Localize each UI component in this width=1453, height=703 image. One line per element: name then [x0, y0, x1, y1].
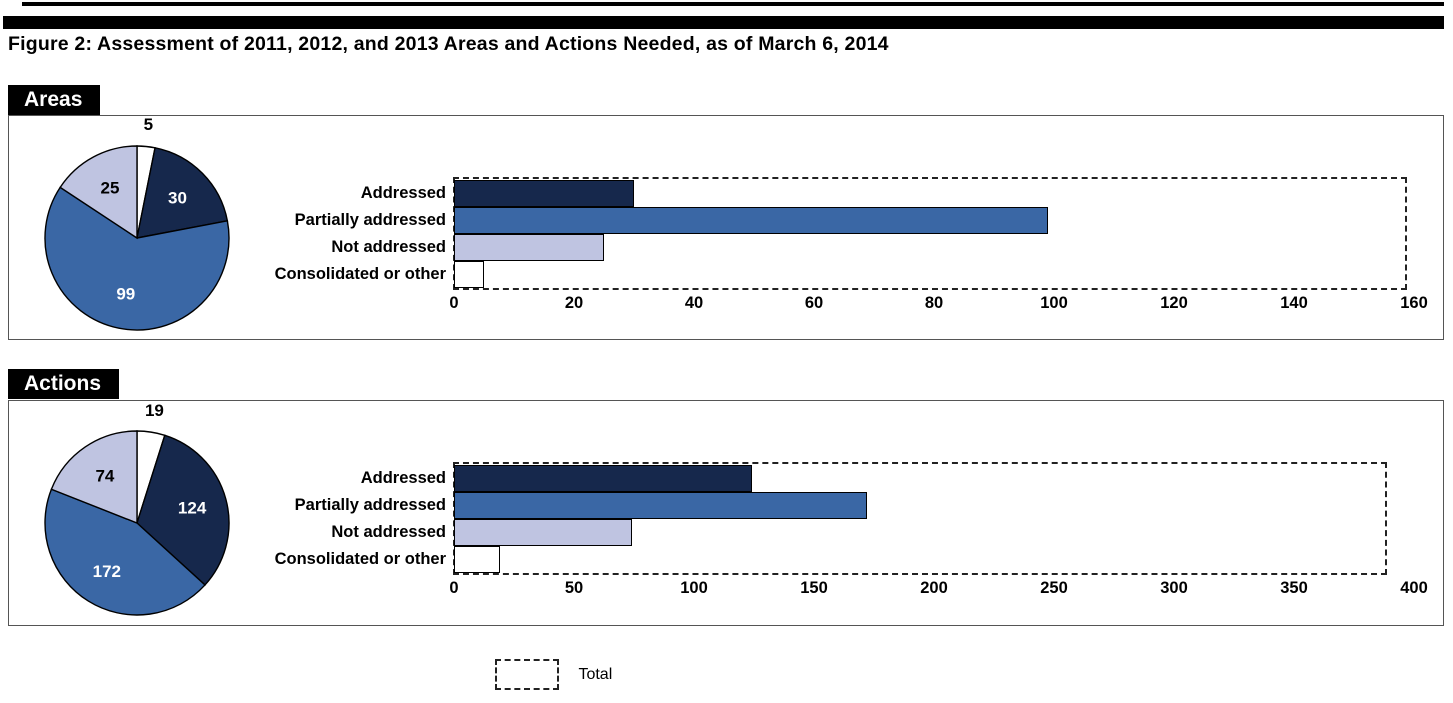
- axis-tick-label: 100: [680, 579, 708, 597]
- total-legend-label: Total: [578, 665, 613, 683]
- pie-value-label: 172: [93, 562, 121, 581]
- axis-tick-label: 80: [924, 294, 944, 312]
- axis-tick-label: 160: [1400, 294, 1428, 312]
- section-tab-actions: Actions: [8, 369, 120, 399]
- figure-title: Figure 2: Assessment of 2011, 2012, and …: [8, 33, 889, 55]
- bar-category-label: Partially addressed: [294, 496, 446, 514]
- pie-value-label: 25: [101, 178, 120, 197]
- axis-tick-label: 0: [449, 294, 459, 312]
- total-legend: Total: [495, 659, 612, 691]
- pie-slice-addressed: [136, 146, 229, 239]
- axis-tick-label: 20: [564, 294, 584, 312]
- pie-value-label: 30: [168, 188, 187, 207]
- pie-value-label: 124: [178, 499, 207, 518]
- bar-category-label: Consolidated or other: [274, 550, 446, 568]
- top-thick-rule: [3, 16, 1444, 29]
- areas-pie-chart: 5 30 99 25: [44, 115, 230, 331]
- axis-tick-label: 140: [1280, 294, 1308, 312]
- axis-tick-label: 300: [1160, 579, 1188, 597]
- axis-tick-label: 350: [1280, 579, 1308, 597]
- actions-chart-panel: Addressed Partially addressed Not addresse…: [8, 400, 1444, 626]
- pie-slice-addressed: [136, 434, 230, 586]
- bar-category-label: Not addressed: [331, 238, 446, 256]
- pie-value-label: 5: [144, 115, 153, 134]
- section-tab-areas: Areas: [8, 85, 101, 115]
- bar-addressed: [454, 180, 634, 207]
- bar-partially-addressed: [454, 492, 867, 519]
- areas-chart-panel: Addressed Partially addressed Not addresse…: [8, 115, 1444, 340]
- axis-tick-label: 120: [1160, 294, 1188, 312]
- pie-value-label: 99: [116, 284, 135, 303]
- bar-category-label: Not addressed: [331, 523, 446, 541]
- pie-value-label: 19: [145, 401, 164, 420]
- bar-partially-addressed: [454, 207, 1048, 234]
- bar-consolidated-or-other: [454, 261, 484, 288]
- axis-tick-label: 50: [564, 579, 584, 597]
- axis-tick-label: 400: [1400, 579, 1428, 597]
- bar-addressed: [454, 465, 752, 492]
- pie-value-label: 74: [95, 466, 114, 485]
- pie-slice-partially-addressed: [44, 488, 206, 616]
- actions-pie-chart: 19 124 172 74: [44, 401, 230, 616]
- axis-tick-label: 60: [804, 294, 824, 312]
- bar-consolidated-or-other: [454, 546, 500, 573]
- axis-tick-label: 40: [684, 294, 704, 312]
- bar-category-label: Addressed: [360, 469, 446, 487]
- bar-not-addressed: [454, 519, 632, 546]
- pie-slice-not-addressed: [50, 430, 138, 525]
- bar-not-addressed: [454, 234, 604, 261]
- total-legend-swatch: [495, 659, 559, 690]
- top-thin-rule: [22, 2, 1444, 6]
- bar-category-label: Consolidated or other: [274, 265, 446, 283]
- actions-total-outline: [453, 462, 1387, 575]
- pie-slice-not-addressed: [59, 145, 138, 240]
- axis-tick-label: 100: [1040, 294, 1068, 312]
- bar-category-label: Partially addressed: [294, 211, 446, 229]
- bar-category-label: Addressed: [360, 184, 446, 202]
- pie-slice-partially-addressed: [44, 186, 230, 331]
- axis-tick-label: 250: [1040, 579, 1068, 597]
- axis-tick-label: 0: [449, 579, 459, 597]
- axis-tick-label: 150: [800, 579, 828, 597]
- axis-tick-label: 200: [920, 579, 948, 597]
